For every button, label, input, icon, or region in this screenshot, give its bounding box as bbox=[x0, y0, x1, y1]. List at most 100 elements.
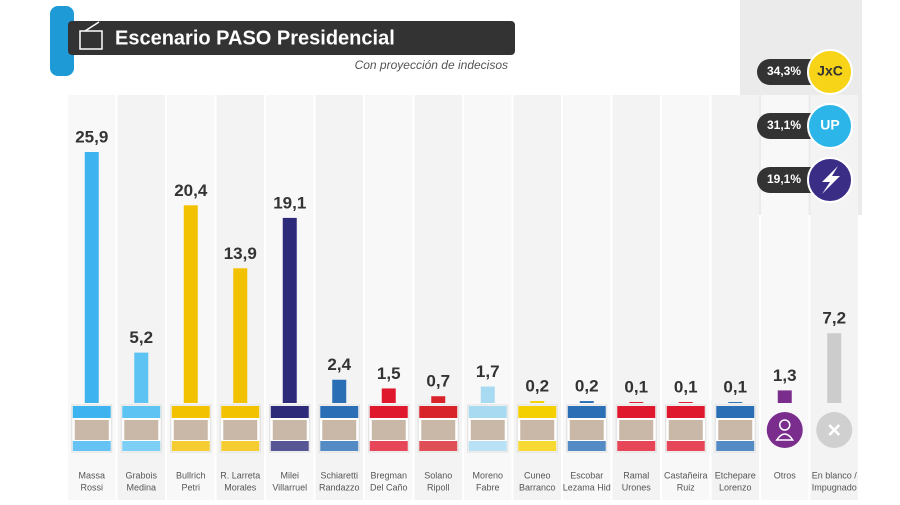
category-label: Moreno bbox=[472, 470, 503, 480]
bar bbox=[282, 217, 297, 403]
ballot-photo bbox=[322, 420, 357, 440]
ballot-photo bbox=[470, 420, 505, 440]
ballot-footer bbox=[666, 441, 705, 451]
chart-title: Escenario PASO Presidencial bbox=[115, 27, 395, 49]
value-label: 0,1 bbox=[674, 378, 698, 397]
bar bbox=[84, 152, 99, 403]
category-label: Petri bbox=[181, 482, 200, 492]
bar bbox=[777, 390, 792, 403]
ballot-header bbox=[567, 406, 606, 418]
bar bbox=[183, 205, 198, 403]
ballot-photo bbox=[173, 420, 208, 440]
ballot-header bbox=[320, 406, 359, 418]
category-label: Urones bbox=[622, 482, 652, 492]
category-label: Cuneo bbox=[524, 470, 551, 480]
category-label: Randazzo bbox=[319, 482, 360, 492]
category-label: Del Caño bbox=[370, 482, 408, 492]
value-label: 7,2 bbox=[822, 309, 846, 328]
category-label: Morales bbox=[224, 482, 257, 492]
category-label: Solano bbox=[424, 470, 452, 480]
ballot-photo bbox=[272, 420, 307, 440]
ballot-footer bbox=[320, 441, 359, 451]
category-label: Castañeira bbox=[664, 470, 708, 480]
ballot-header bbox=[716, 406, 755, 418]
person-body bbox=[775, 433, 795, 441]
category-label: Ruiz bbox=[677, 482, 696, 492]
coalition-logo-text: UP bbox=[820, 117, 839, 133]
category-label: Etchepare bbox=[715, 470, 756, 480]
ballot-header bbox=[419, 406, 458, 418]
ballot-photo bbox=[124, 420, 159, 440]
title-tab bbox=[50, 6, 74, 76]
category-label: Medina bbox=[126, 482, 156, 492]
bar bbox=[530, 401, 545, 403]
ballot-footer bbox=[567, 441, 606, 451]
ballot-photo bbox=[569, 420, 604, 440]
coalition-share: 34,3% bbox=[767, 64, 801, 78]
value-label: 1,7 bbox=[476, 362, 500, 381]
category-label: Lorenzo bbox=[719, 482, 752, 492]
category-label: Ripoll bbox=[427, 482, 450, 492]
ballot-header bbox=[270, 406, 309, 418]
value-label: 25,9 bbox=[75, 127, 108, 146]
bar bbox=[678, 402, 693, 403]
category-label: Escobar bbox=[570, 470, 603, 480]
category-label: Schiaretti bbox=[320, 470, 358, 480]
category-label: R. Larreta bbox=[220, 470, 260, 480]
ballot-header bbox=[518, 406, 557, 418]
value-label: 0,1 bbox=[624, 378, 648, 397]
bar bbox=[431, 396, 446, 403]
coalition-logo bbox=[807, 103, 853, 149]
value-label: 5,2 bbox=[129, 328, 153, 347]
bar bbox=[480, 386, 495, 403]
category-label: Fabre bbox=[476, 482, 500, 492]
bar bbox=[827, 333, 842, 403]
value-label: 2,4 bbox=[327, 355, 351, 374]
category-label: Otros bbox=[774, 470, 797, 480]
bar bbox=[134, 352, 149, 403]
ballot-footer bbox=[221, 441, 260, 451]
coalition-logo bbox=[807, 49, 853, 95]
ballot-photo bbox=[668, 420, 703, 440]
ballot-footer bbox=[369, 441, 408, 451]
value-label: 19,1 bbox=[273, 193, 306, 212]
category-label: Barranco bbox=[519, 482, 556, 492]
ballot-header bbox=[468, 406, 507, 418]
ballot-photo bbox=[223, 420, 258, 440]
ballot-photo bbox=[619, 420, 654, 440]
category-label: Rossi bbox=[80, 482, 103, 492]
title-bar bbox=[68, 21, 515, 55]
ballot-footer bbox=[518, 441, 557, 451]
ballot-footer bbox=[716, 441, 755, 451]
ballot-photo bbox=[421, 420, 456, 440]
ballot-header bbox=[221, 406, 260, 418]
ballot-icon bbox=[79, 21, 103, 50]
value-label: 1,5 bbox=[377, 364, 401, 383]
category-label: Villarruel bbox=[272, 482, 307, 492]
bar bbox=[629, 402, 644, 403]
ballot-photo bbox=[74, 420, 109, 440]
ballot-footer bbox=[122, 441, 161, 451]
category-label: En blanco / bbox=[812, 470, 858, 480]
bar bbox=[381, 388, 396, 403]
ballot-footer bbox=[468, 441, 507, 451]
ballot-footer bbox=[617, 441, 656, 451]
ballot-footer bbox=[72, 441, 111, 451]
bar bbox=[728, 402, 743, 403]
category-label: Lezama Hid bbox=[563, 482, 611, 492]
ballot-photo bbox=[371, 420, 406, 440]
value-label: 20,4 bbox=[174, 181, 208, 200]
ballot-footer bbox=[171, 441, 210, 451]
ballot-footer bbox=[270, 441, 309, 451]
chart-subtitle: Con proyección de indecisos bbox=[355, 58, 508, 72]
category-label: Milei bbox=[280, 470, 299, 480]
ballot-header bbox=[617, 406, 656, 418]
coalition-logo-bolt bbox=[822, 166, 840, 194]
value-label: 0,7 bbox=[426, 372, 450, 391]
category-label: Ramal bbox=[623, 470, 649, 480]
category-label: Massa bbox=[78, 470, 105, 480]
coalition-share: 19,1% bbox=[767, 172, 801, 186]
category-label: Impugnado bbox=[812, 482, 857, 492]
value-label: 1,3 bbox=[773, 366, 797, 385]
ballot-header bbox=[122, 406, 161, 418]
